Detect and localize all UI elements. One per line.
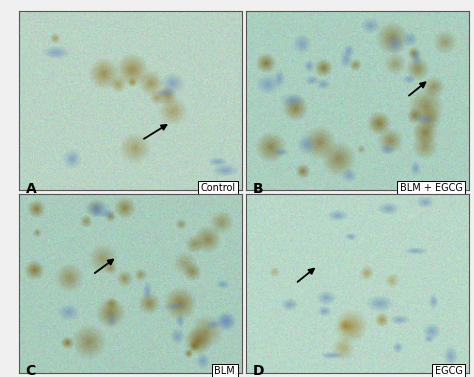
Text: Control: Control: [200, 183, 235, 193]
Text: B: B: [253, 181, 264, 196]
Text: BLM: BLM: [214, 366, 235, 376]
Text: BLM + EGCG: BLM + EGCG: [400, 183, 463, 193]
Text: A: A: [26, 181, 36, 196]
Text: C: C: [26, 364, 36, 377]
Text: D: D: [253, 364, 264, 377]
Text: EGCG: EGCG: [435, 366, 463, 376]
